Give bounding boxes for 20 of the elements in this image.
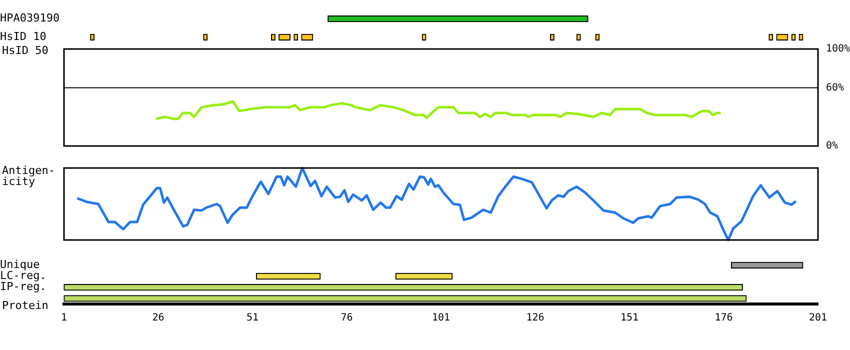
x-tick-label: 51 <box>246 312 259 324</box>
y-axis-title: Antigen-icity <box>2 164 56 188</box>
y-tick-label: 100% <box>826 44 850 55</box>
x-tick-label: 76 <box>340 312 353 324</box>
x-tick-label: 151 <box>620 312 639 324</box>
y-tick-label: HPA039190 <box>0 12 60 25</box>
x-tick-label: 201 <box>808 312 828 324</box>
x-axis-title: Protein <box>2 299 50 312</box>
y-axis-title: HsID 50 <box>2 44 50 57</box>
y-tick-label: 0% <box>826 140 838 152</box>
x-tick-label: 26 <box>152 312 164 324</box>
y-tick-label: IP-reg. <box>0 280 46 294</box>
x-tick-label: 126 <box>526 312 544 324</box>
y-tick-label: 60% <box>826 82 844 94</box>
y-tick-label: LC-reg. <box>0 269 46 282</box>
x-tick-label: 1 <box>60 312 68 324</box>
x-tick-label: 176 <box>714 312 733 324</box>
y-tick-label: Unique <box>0 258 40 272</box>
x-tick-label: 101 <box>432 312 450 324</box>
y-tick-label: HsID 10 <box>0 30 46 44</box>
